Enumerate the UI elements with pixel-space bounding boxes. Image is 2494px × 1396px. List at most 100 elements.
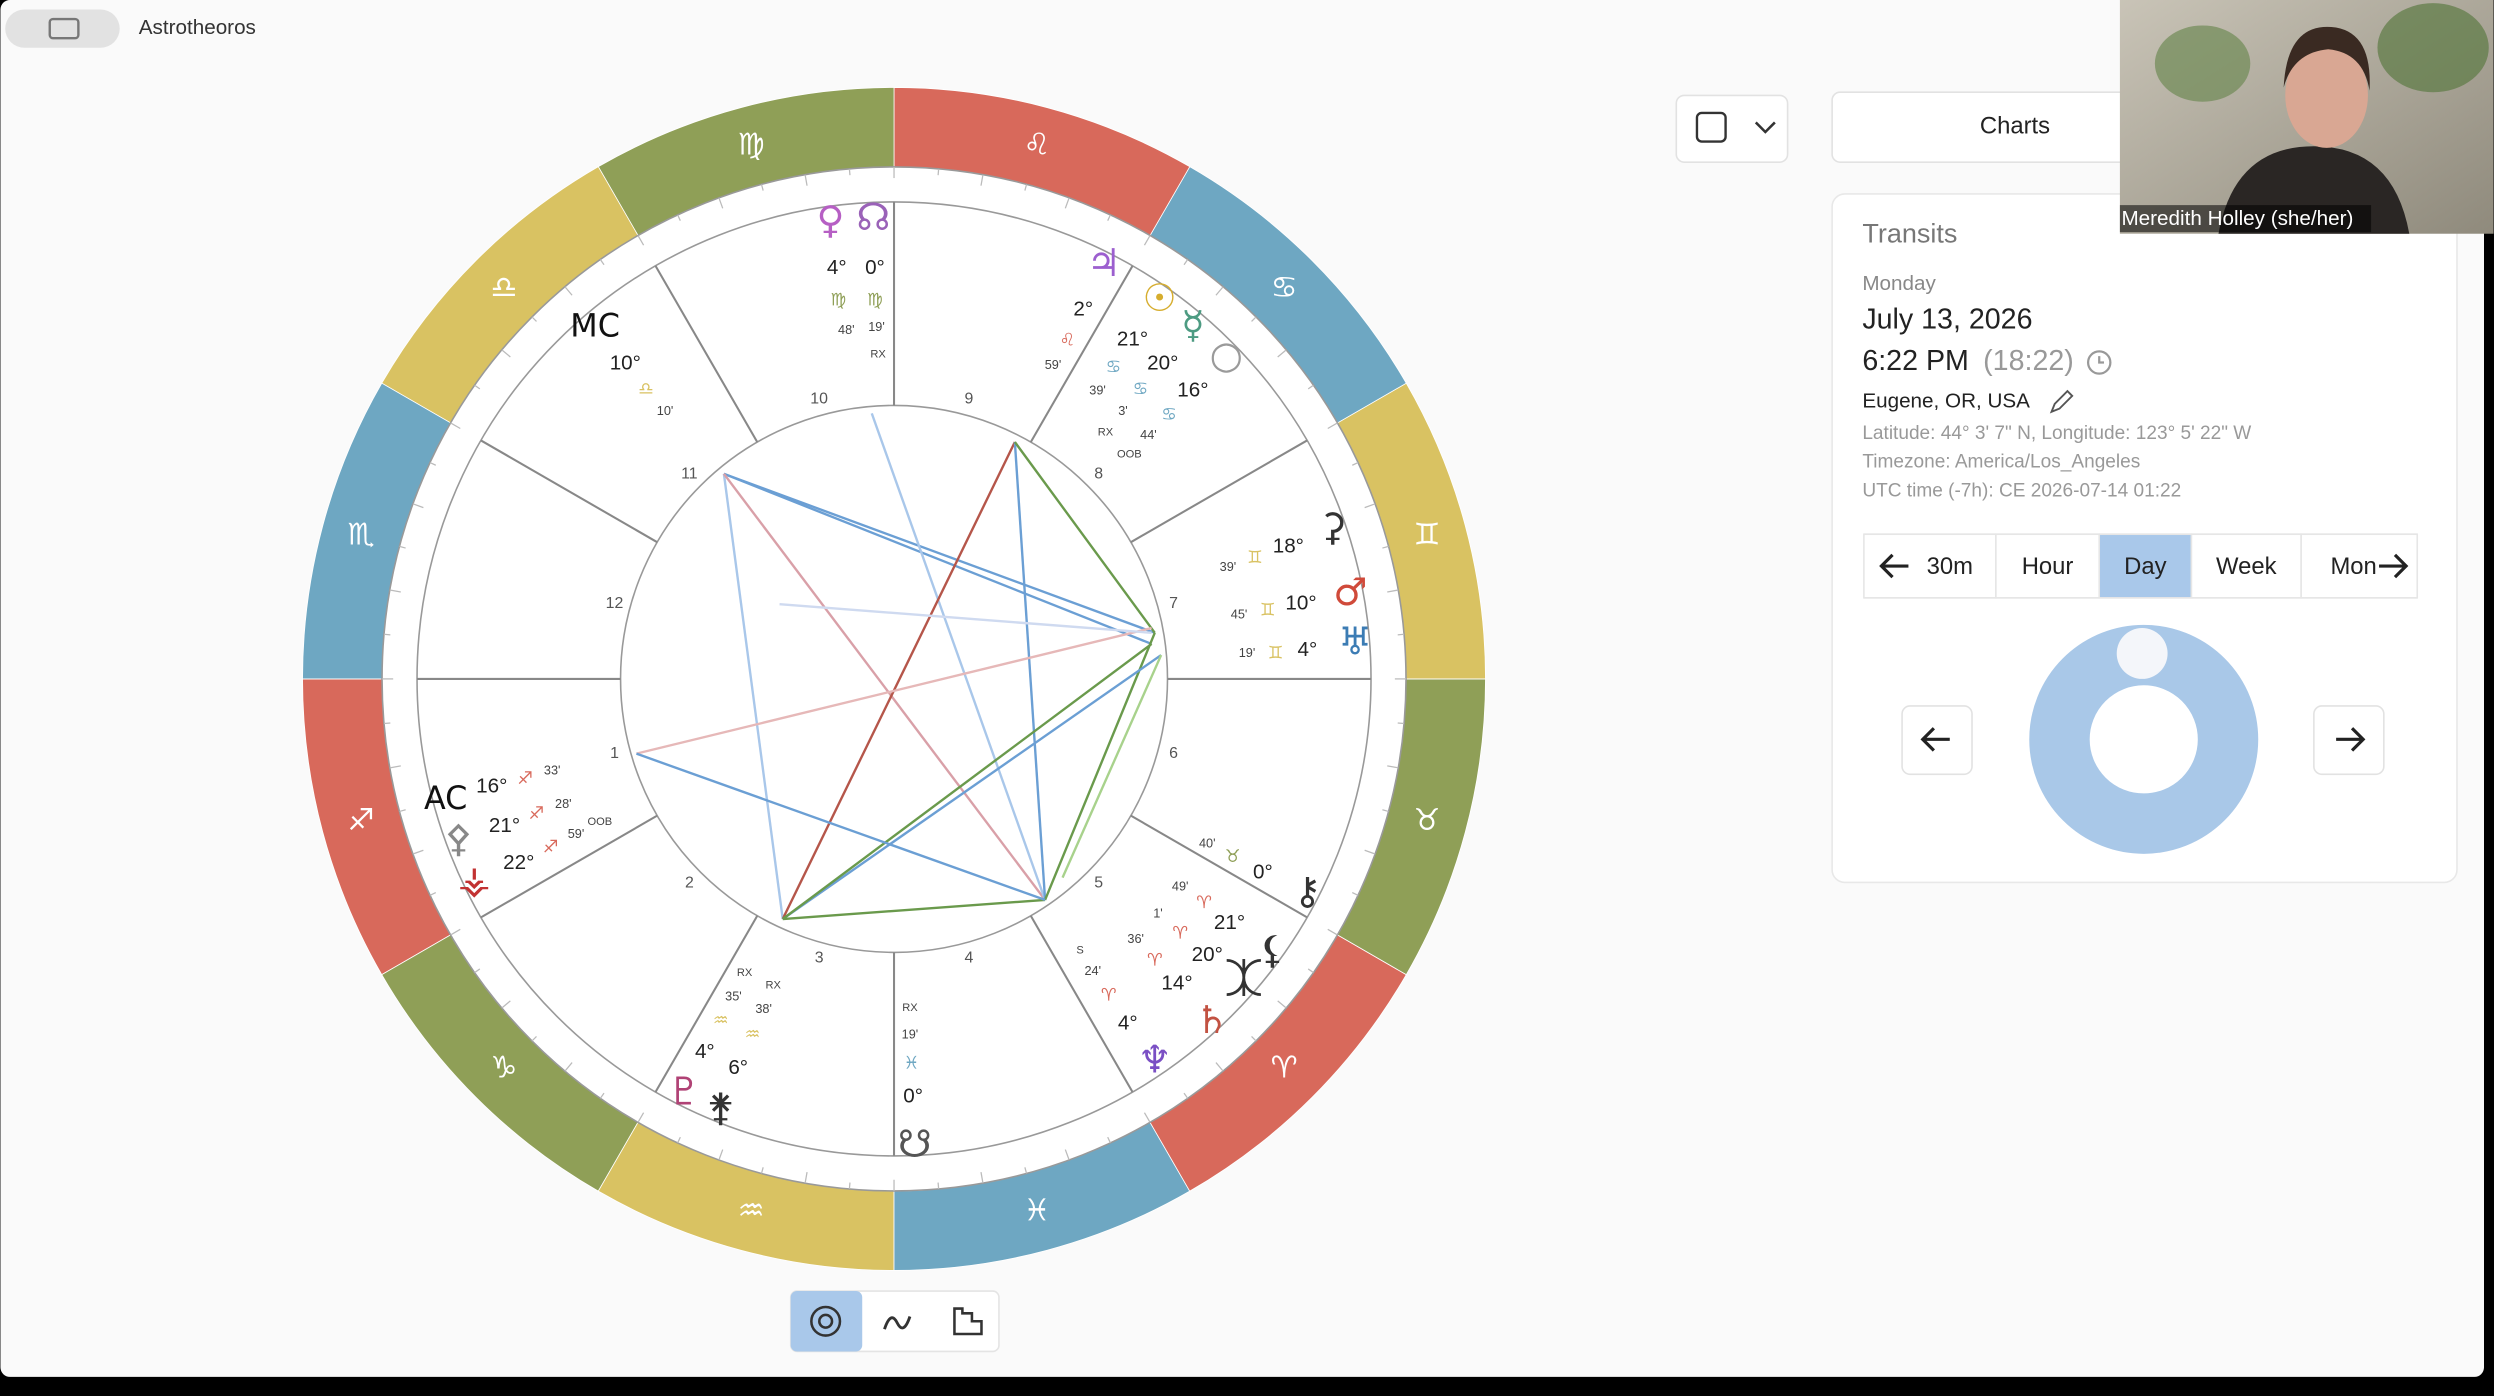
degree-tick <box>564 286 573 296</box>
degree-tick <box>1143 235 1151 246</box>
degree-tick <box>474 384 481 390</box>
point-minutes: 19' <box>902 1026 919 1041</box>
point-sign: ♐ <box>528 804 544 824</box>
degree-tick <box>383 633 391 636</box>
point-degree: 21° <box>489 814 520 837</box>
point-sign: ♊ <box>1268 643 1284 663</box>
point-glyph: ☊ <box>856 195 890 239</box>
house-number: 9 <box>964 391 973 408</box>
step-forward-arrow[interactable] <box>2379 553 2409 579</box>
aspect-line <box>782 898 1046 921</box>
point-sign: ♒ <box>713 1011 729 1031</box>
point-minutes: 40' <box>1199 836 1216 851</box>
sidebar-toggle[interactable] <box>5 9 120 48</box>
degree-tick <box>760 1167 764 1174</box>
aspect-line <box>722 473 1047 901</box>
house-cusp <box>1029 915 1134 1093</box>
point-minutes: 48' <box>838 322 855 337</box>
house-number: 10 <box>810 391 828 408</box>
degree-tick <box>1307 384 1314 390</box>
house-cusp <box>480 439 658 544</box>
house-number: 1 <box>610 745 619 762</box>
house-number: 3 <box>815 950 824 967</box>
zodiac-glyph: ♒ <box>738 1193 765 1228</box>
chart-wheel: ♐♑♒ ♓♈♉♊♋♌♍♎♏123 456789101112♀4°♍48'☊0°♍19… <box>302 87 1486 1271</box>
point-flag: RX <box>870 349 886 361</box>
house-inner-circle <box>619 404 1169 954</box>
degree-tick <box>1382 545 1389 549</box>
export-icon <box>1695 111 1727 143</box>
point-sign: ♈ <box>1147 950 1163 970</box>
point-minutes: 44' <box>1140 427 1157 442</box>
degree-tick <box>1351 461 1359 466</box>
step-back-arrow[interactable] <box>1879 553 1909 579</box>
aspect-line <box>723 472 1153 646</box>
degree-tick <box>1064 197 1070 209</box>
point-degree: 4° <box>827 256 847 279</box>
aspect-line <box>1043 632 1156 901</box>
next-arrow <box>2336 727 2366 752</box>
point-glyph: ☋ <box>898 1122 932 1166</box>
degree-tick <box>1143 1112 1151 1123</box>
aspect-line <box>1013 441 1156 634</box>
date: July 13, 2026 <box>1862 304 2032 336</box>
zodiac-glyph: ♏ <box>348 518 375 553</box>
location: Eugene, OR, USA <box>1862 390 2030 413</box>
degree-tick <box>399 545 406 549</box>
zodiac-glyph: ♋ <box>1271 270 1298 305</box>
house-number: 8 <box>1094 466 1103 483</box>
card-title: Transits <box>1862 218 1957 248</box>
degree-tick <box>804 1172 808 1184</box>
degree-tick <box>718 1149 724 1161</box>
point-degree: 6° <box>728 1056 748 1079</box>
degree-tick <box>450 928 461 936</box>
dial-handle[interactable] <box>2116 628 2168 679</box>
degree-tick <box>937 1182 940 1190</box>
degree-tick <box>564 1062 573 1072</box>
step-button[interactable] <box>2190 533 2302 599</box>
degree-tick <box>937 168 940 176</box>
point-minutes: 24' <box>1084 963 1101 978</box>
coordinates: Latitude: 44° 3' 7" N, Longitude: 123° 5… <box>1862 423 2251 444</box>
degree-tick <box>980 1172 984 1184</box>
point-degree: 16° <box>476 774 507 797</box>
wheel-icon <box>818 1313 834 1329</box>
point-sign: ♌ <box>1059 330 1075 350</box>
degree-tick <box>1327 928 1338 936</box>
degree-tick <box>1024 1167 1028 1174</box>
time-24h: (18:22) <box>1983 345 2074 377</box>
degree-tick <box>1277 1000 1287 1009</box>
toggle-icon <box>48 17 80 40</box>
degree-tick <box>1215 286 1224 296</box>
point-glyph: ⚸ <box>1258 928 1286 972</box>
house-cusp <box>1029 265 1134 443</box>
degree-tick <box>599 259 605 266</box>
point-flag: RX <box>737 967 753 979</box>
point-minutes: 39' <box>1220 559 1237 574</box>
degree-tick <box>1307 968 1314 974</box>
time: 6:22 PM <box>1862 345 1969 377</box>
zodiac-glyph: ♉ <box>1413 803 1440 838</box>
step-button[interactable] <box>1995 533 2101 599</box>
dropdown-chevron <box>1754 121 1776 134</box>
point-flag: OOB <box>1117 449 1142 461</box>
point-minutes: 1' <box>1153 906 1163 921</box>
wave-icon <box>883 1316 912 1330</box>
point-glyph: ⚴ <box>444 817 472 861</box>
point-degree: 0° <box>1253 860 1273 883</box>
wheel-view-button[interactable] <box>790 1291 863 1352</box>
aspect-line <box>722 473 784 920</box>
degree-tick <box>1351 892 1359 896</box>
edit-icon[interactable] <box>2049 389 2074 414</box>
clock-icon[interactable] <box>2086 350 2112 375</box>
export-button[interactable] <box>1675 94 1789 163</box>
zodiac-glyph: ♌ <box>1023 127 1050 162</box>
view-switcher <box>789 1290 1000 1353</box>
zodiac-glyph: ♈ <box>1271 1051 1298 1086</box>
charts-label: Charts <box>1980 112 2050 139</box>
point-minutes: 59' <box>568 826 585 841</box>
degree-tick <box>412 503 424 509</box>
degree-tick <box>637 1112 645 1123</box>
house-number: 11 <box>681 466 698 483</box>
point-degree: 0° <box>865 256 885 279</box>
